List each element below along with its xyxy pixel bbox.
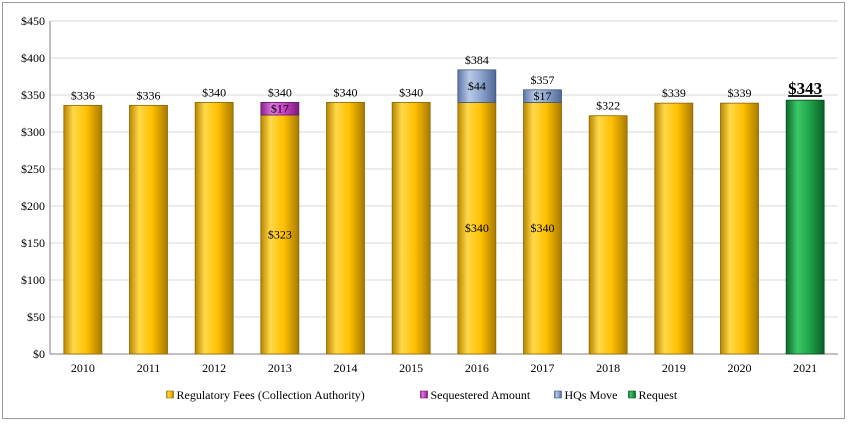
legend-label-request: Request bbox=[639, 388, 678, 402]
segment-value-label: $340 bbox=[531, 221, 555, 235]
x-tick-label: 2018 bbox=[596, 361, 620, 375]
y-tick-label: $150 bbox=[21, 236, 45, 250]
x-tick-label: 2015 bbox=[399, 361, 423, 375]
bar-regulatory-fees-collection-authority-2013 bbox=[260, 114, 300, 355]
bar-regulatory-fees-collection-authority-2017 bbox=[523, 102, 562, 355]
segment-value-label: $340 bbox=[465, 221, 489, 235]
bar-chart: $0 $50 $100 $150 $200 $250 $300 $350 $400 $450 $33… bbox=[21, 14, 838, 402]
segment-value-label: $17 bbox=[271, 102, 289, 116]
y-tick-label: $50 bbox=[27, 310, 45, 324]
bar-regulatory-fees-collection-authority-2011 bbox=[129, 104, 168, 355]
total-value-label: $340 bbox=[202, 85, 226, 99]
legend-label-hqs-move: HQs Move bbox=[565, 388, 618, 402]
legend-swatch-hqs-move bbox=[554, 390, 562, 399]
segment-value-label: $323 bbox=[268, 227, 292, 241]
total-value-label: $343 bbox=[788, 79, 822, 98]
y-tick-label: $200 bbox=[21, 199, 45, 213]
x-tick-label: 2017 bbox=[531, 361, 555, 375]
y-tick-label: $400 bbox=[21, 51, 45, 65]
bar-regulatory-fees-collection-authority-2012 bbox=[194, 102, 234, 355]
bar-hqs-move-2017 bbox=[523, 89, 562, 103]
total-value-label: $340 bbox=[334, 85, 358, 99]
x-tick-label: 2021 bbox=[793, 361, 817, 375]
total-value-label: $357 bbox=[531, 73, 555, 87]
legend-swatch-request bbox=[628, 390, 636, 399]
legend-swatch-sequestered-amount bbox=[420, 390, 428, 399]
bar-sequestered-amount-2013 bbox=[260, 102, 300, 116]
total-value-label: $336 bbox=[137, 88, 161, 102]
y-tick-label: $450 bbox=[21, 14, 45, 28]
x-tick-label: 2016 bbox=[465, 361, 489, 375]
bar-regulatory-fees-collection-authority-2016 bbox=[457, 102, 497, 355]
total-value-label: $340 bbox=[268, 85, 292, 99]
y-tick-label: $250 bbox=[21, 162, 45, 176]
x-tick-label: 2010 bbox=[71, 361, 95, 375]
y-tick-label: $0 bbox=[33, 347, 45, 361]
bar-regulatory-fees-collection-authority-2018 bbox=[588, 115, 628, 355]
x-tick-label: 2019 bbox=[662, 361, 686, 375]
total-value-label: $384 bbox=[465, 53, 489, 67]
bar-regulatory-fees-collection-authority-2020 bbox=[720, 102, 759, 355]
legend-label-sequestered-amount: Sequestered Amount bbox=[431, 388, 531, 402]
bar-regulatory-fees-collection-authority-2019 bbox=[654, 102, 694, 355]
x-tick-label: 2012 bbox=[202, 361, 226, 375]
y-tick-label: $300 bbox=[21, 125, 45, 139]
segment-value-label: $44 bbox=[468, 79, 486, 93]
bar-hqs-move-2016 bbox=[457, 69, 497, 103]
chart-frame: $0 $50 $100 $150 $200 $250 $300 $350 $400 $450 $33… bbox=[2, 2, 845, 419]
bar-regulatory-fees-collection-authority-2014 bbox=[326, 102, 365, 355]
total-value-label: $336 bbox=[71, 88, 95, 102]
segment-value-label: $17 bbox=[534, 89, 552, 103]
x-tick-label: 2013 bbox=[268, 361, 292, 375]
x-tick-label: 2011 bbox=[137, 361, 161, 375]
y-tick-label: $100 bbox=[21, 273, 45, 287]
x-tick-label: 2020 bbox=[728, 361, 752, 375]
total-value-label: $322 bbox=[596, 99, 620, 113]
total-value-label: $339 bbox=[728, 86, 752, 100]
y-tick-label: $350 bbox=[21, 88, 45, 102]
bar-regulatory-fees-collection-authority-2010 bbox=[63, 104, 103, 355]
x-tick-label: 2014 bbox=[334, 361, 358, 375]
total-value-label: $339 bbox=[662, 86, 686, 100]
bar-request-2021 bbox=[785, 99, 825, 355]
total-value-label: $340 bbox=[399, 85, 423, 99]
legend-swatch-regulatory-fees-collection-authority bbox=[166, 390, 174, 399]
bar-regulatory-fees-collection-authority-2015 bbox=[391, 102, 431, 355]
legend-label-regulatory-fees-collection-authority: Regulatory Fees (Collection Authority) bbox=[177, 388, 365, 402]
